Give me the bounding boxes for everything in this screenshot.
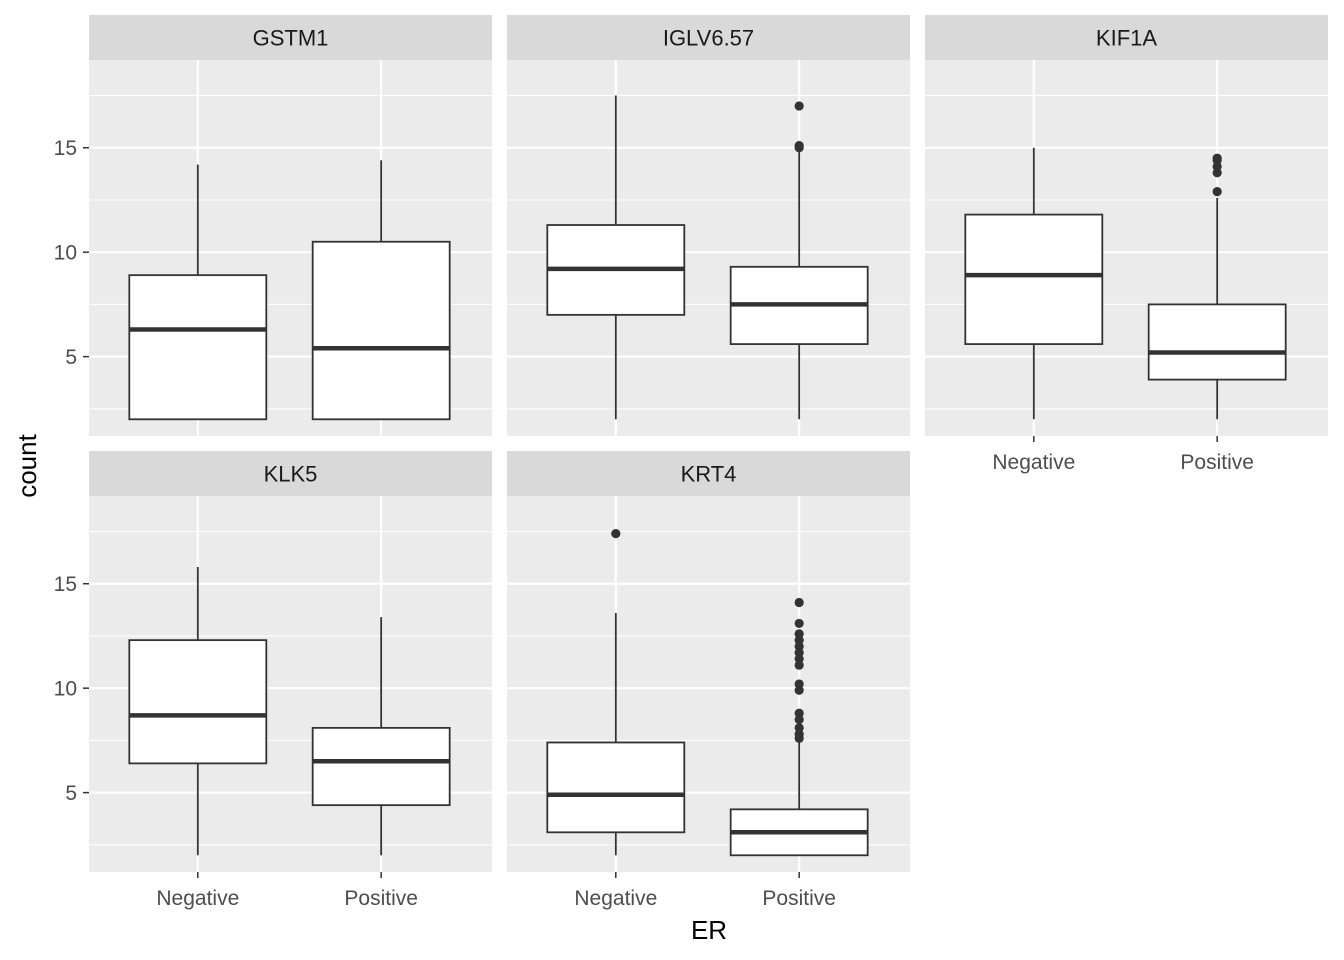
facet-strip xyxy=(925,15,1328,60)
boxplot-positive xyxy=(311,617,451,856)
boxplot-negative xyxy=(964,147,1104,420)
box-iqr xyxy=(311,726,451,807)
y-tick-label: 5 xyxy=(65,346,77,369)
facet-strip xyxy=(507,15,910,60)
x-tick-label: Positive xyxy=(762,887,836,910)
facet-strip-label: KIF1A xyxy=(1096,26,1157,51)
outlier-point xyxy=(794,723,804,733)
outlier-point xyxy=(794,679,804,689)
facet-panel-krt4: KRT4 Negative Positive xyxy=(507,451,910,910)
y-tick-label: 15 xyxy=(54,573,77,596)
boxplot-positive xyxy=(729,597,869,857)
x-tick-label: Negative xyxy=(574,887,657,910)
y-tick-label: 5 xyxy=(65,782,77,805)
y-tick-label: 15 xyxy=(54,137,77,160)
boxplot-positive xyxy=(1147,153,1287,420)
box-iqr xyxy=(311,240,451,421)
boxplot-negative xyxy=(128,567,268,856)
box-iqr xyxy=(546,741,686,834)
outlier-point xyxy=(794,629,804,639)
outlier-point xyxy=(794,143,804,153)
outlier-point xyxy=(1212,187,1222,197)
facet-panel-kif1a: KIF1A Negative Positive xyxy=(925,15,1328,474)
box-iqr xyxy=(1147,303,1287,381)
y-axis-title: count xyxy=(12,433,42,497)
outlier-point xyxy=(794,101,804,111)
outlier-point xyxy=(611,529,621,539)
boxplot-positive xyxy=(311,160,451,421)
boxplot-negative xyxy=(546,95,686,420)
facet-panel-iglv6-57: IGLV6.57 xyxy=(507,15,910,436)
x-tick-label: Negative xyxy=(992,451,1075,474)
box-iqr xyxy=(128,274,268,421)
x-tick-label: Negative xyxy=(156,887,239,910)
x-tick-label: Positive xyxy=(1180,451,1254,474)
boxplot-negative xyxy=(546,529,686,856)
facet-strip-label: KLK5 xyxy=(264,462,318,487)
facet-strip-label: IGLV6.57 xyxy=(663,26,754,51)
facet-panel-klk5: KLK5 5 10 15 Negative Positive xyxy=(54,451,492,910)
facet-strip-label: GSTM1 xyxy=(253,26,329,51)
boxplot-negative xyxy=(128,164,268,421)
facet-strip xyxy=(507,451,910,496)
facet-panel-gstm1: GSTM1 5 10 15 xyxy=(54,15,492,436)
outlier-point xyxy=(794,708,804,718)
outlier-point xyxy=(794,618,804,629)
facet-strip xyxy=(89,451,492,496)
box-iqr xyxy=(128,639,268,765)
y-tick-label: 10 xyxy=(54,678,77,701)
x-tick-label: Positive xyxy=(344,887,418,910)
y-tick-label: 10 xyxy=(54,242,77,265)
boxplot-positive xyxy=(729,101,869,420)
outlier-point xyxy=(794,597,804,608)
facet-strip-label: KRT4 xyxy=(681,462,737,487)
x-axis-title: ER xyxy=(691,915,727,945)
outlier-point xyxy=(1212,153,1222,163)
box-iqr xyxy=(964,213,1104,345)
facet-strip xyxy=(89,15,492,60)
